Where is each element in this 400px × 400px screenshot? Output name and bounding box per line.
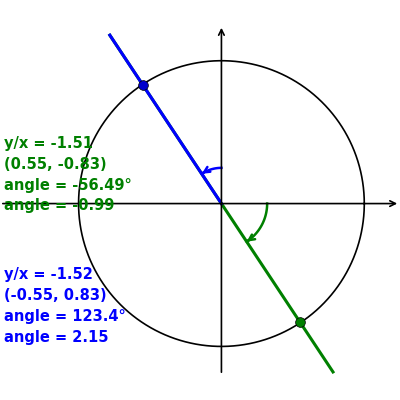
Text: angle = -56.49°: angle = -56.49° — [4, 178, 132, 192]
Text: y/x = -1.51: y/x = -1.51 — [4, 136, 93, 151]
Text: (0.55, -0.83): (0.55, -0.83) — [4, 157, 107, 172]
Text: y/x = -1.52: y/x = -1.52 — [4, 268, 93, 282]
Text: angle = -0.99: angle = -0.99 — [4, 198, 115, 213]
Text: angle = 2.15: angle = 2.15 — [4, 330, 109, 345]
Text: (-0.55, 0.83): (-0.55, 0.83) — [4, 288, 107, 303]
Text: angle = 123.4°: angle = 123.4° — [4, 309, 126, 324]
